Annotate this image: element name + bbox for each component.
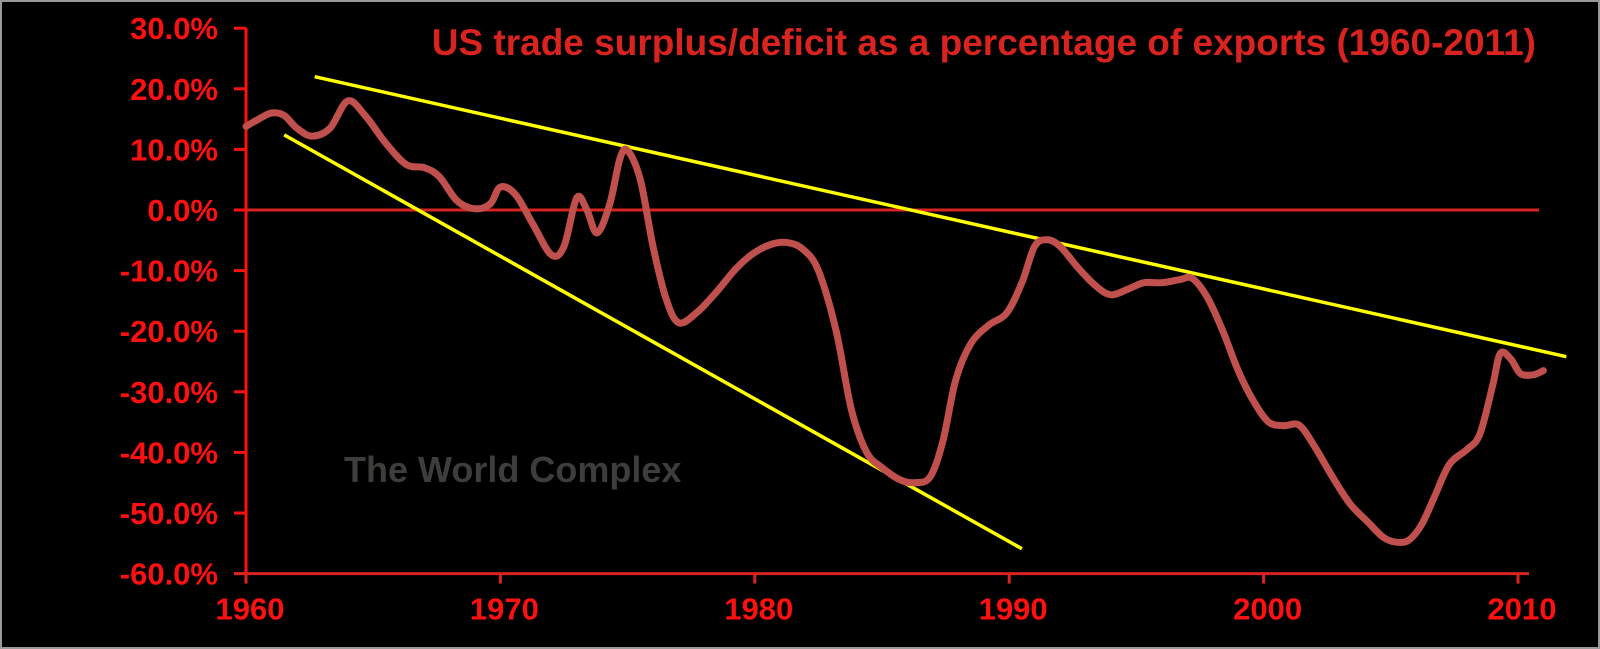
x-tick-label: 1990 xyxy=(979,592,1048,627)
watermark: The World Complex xyxy=(344,449,681,490)
y-axis: 30.0% 20.0% 10.0% 0.0% -10.0% -20.0% -30.0% -40… xyxy=(120,11,248,592)
chart-title: US trade surplus/deficit as a percentage… xyxy=(432,22,1536,63)
x-tick-label: 1980 xyxy=(724,592,793,627)
y-tick-label: 0.0% xyxy=(147,193,218,228)
x-tick-label: 1970 xyxy=(470,592,539,627)
y-tick-label: -50.0% xyxy=(120,496,218,531)
y-tick-label: -60.0% xyxy=(120,557,218,592)
x-tick-label: 1960 xyxy=(216,592,285,627)
x-tick-label: 2010 xyxy=(1488,592,1557,627)
y-tick-label: 30.0% xyxy=(130,11,218,46)
upper-trendline xyxy=(314,74,1567,359)
data-series-line xyxy=(242,97,1547,546)
x-axis: 1960 1970 1980 1990 2000 2010 xyxy=(216,572,1557,627)
y-tick-label: -20.0% xyxy=(120,314,218,349)
y-tick-label: 20.0% xyxy=(130,72,218,107)
y-tick-label: -40.0% xyxy=(120,435,218,470)
y-tick-label: 10.0% xyxy=(130,132,218,167)
x-tick-label: 2000 xyxy=(1233,592,1302,627)
y-tick-label: -10.0% xyxy=(120,254,218,289)
y-tick-label: -30.0% xyxy=(120,375,218,410)
